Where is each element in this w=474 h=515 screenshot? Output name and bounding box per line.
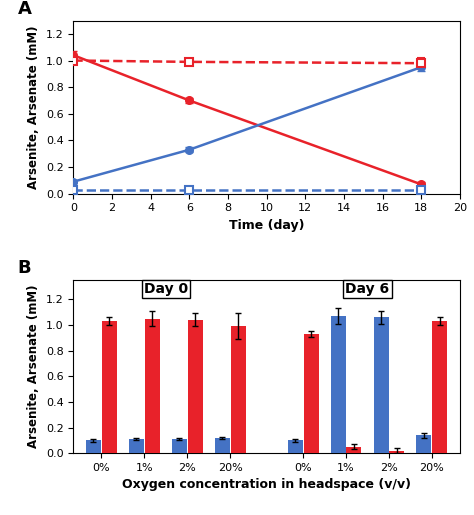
X-axis label: Oxygen concentration in headspace (v/v): Oxygen concentration in headspace (v/v) xyxy=(122,478,411,491)
Text: Day 0: Day 0 xyxy=(144,282,188,296)
Bar xyxy=(215,438,230,453)
Bar xyxy=(188,320,203,453)
Bar xyxy=(374,317,389,453)
Text: B: B xyxy=(18,259,31,277)
Bar xyxy=(288,440,303,453)
Bar xyxy=(346,447,362,453)
Text: A: A xyxy=(18,0,31,18)
Bar xyxy=(102,321,117,453)
Bar xyxy=(230,327,246,453)
Y-axis label: Arsenite, Arsenate (mM): Arsenite, Arsenate (mM) xyxy=(27,285,40,449)
Bar xyxy=(172,439,187,453)
Bar xyxy=(303,334,319,453)
X-axis label: Time (day): Time (day) xyxy=(229,219,304,232)
Bar xyxy=(129,439,144,453)
Bar xyxy=(432,321,447,453)
Text: Day 6: Day 6 xyxy=(346,282,390,296)
Bar xyxy=(86,440,101,453)
Bar xyxy=(145,319,160,453)
Bar xyxy=(330,316,346,453)
Bar xyxy=(417,435,431,453)
Bar xyxy=(389,451,404,453)
Y-axis label: Arsenite, Arsenate (mM): Arsenite, Arsenate (mM) xyxy=(27,25,40,189)
